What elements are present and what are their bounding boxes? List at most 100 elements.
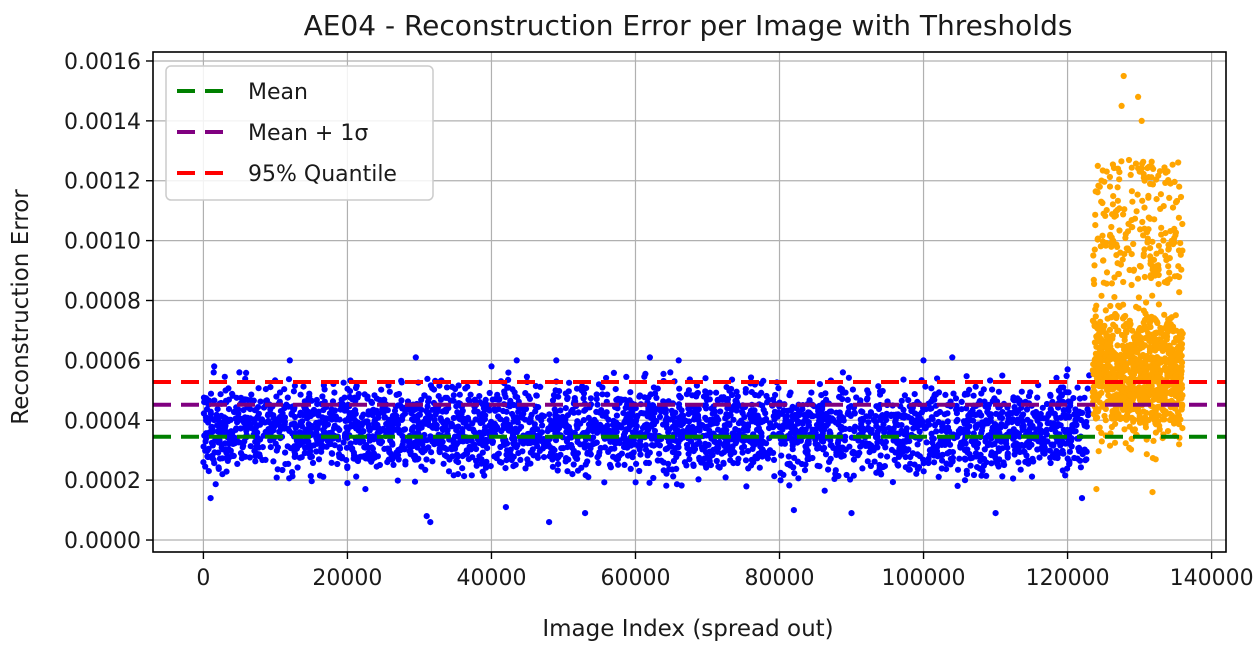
data-point (817, 415, 824, 422)
data-point (1119, 256, 1126, 263)
data-point (689, 392, 696, 399)
data-point (921, 425, 928, 432)
data-point (942, 391, 949, 398)
data-point (1008, 410, 1016, 417)
data-point (1166, 269, 1173, 276)
data-point (639, 424, 647, 431)
data-point (690, 461, 697, 468)
data-point (1099, 232, 1106, 239)
data-point (498, 459, 505, 466)
data-point (1129, 361, 1137, 368)
data-point (718, 428, 725, 435)
data-point (656, 450, 663, 457)
data-point (554, 455, 561, 462)
data-point (371, 392, 378, 399)
data-point (751, 442, 758, 449)
data-point (221, 414, 228, 421)
data-point (236, 369, 243, 376)
data-point (673, 422, 680, 429)
data-point (928, 398, 935, 405)
data-point (902, 445, 909, 452)
data-point (1106, 326, 1113, 333)
data-point (1108, 280, 1115, 287)
data-point (1151, 334, 1158, 342)
data-point (1135, 327, 1142, 334)
data-point (614, 455, 622, 463)
data-point (901, 392, 909, 399)
data-point (225, 396, 232, 403)
data-point (976, 465, 983, 472)
data-point (963, 373, 970, 380)
data-point (225, 385, 232, 392)
data-point (677, 394, 684, 401)
data-point (742, 389, 749, 396)
data-point (1134, 392, 1141, 399)
data-point (894, 439, 901, 446)
data-point (510, 463, 517, 470)
data-point (360, 428, 367, 435)
data-point (1167, 355, 1175, 362)
data-point (453, 457, 460, 464)
data-point (241, 414, 249, 421)
data-point (1066, 448, 1073, 455)
data-point (1151, 216, 1158, 223)
data-point (308, 478, 315, 485)
data-point (850, 472, 857, 479)
data-point (1006, 428, 1013, 435)
data-point (638, 409, 645, 417)
data-point (978, 390, 985, 397)
data-point (788, 418, 795, 425)
data-point (223, 468, 230, 475)
data-point (384, 459, 391, 466)
data-point (702, 414, 709, 421)
legend-label: Mean + 1σ (248, 121, 368, 146)
data-point (581, 407, 588, 414)
x-tick-label: 40000 (456, 566, 526, 591)
data-point (876, 461, 883, 469)
data-point (210, 369, 217, 376)
data-point (233, 437, 240, 444)
data-point (1098, 429, 1105, 436)
data-point (875, 405, 883, 413)
data-point (1148, 409, 1155, 416)
data-point (1049, 441, 1056, 448)
data-point (402, 458, 409, 465)
data-point (978, 421, 985, 428)
data-point (1114, 197, 1121, 204)
data-point (877, 470, 884, 477)
data-point (1116, 227, 1123, 234)
data-point (1043, 400, 1051, 408)
data-point (449, 383, 456, 390)
data-point (1160, 237, 1167, 244)
data-point (799, 429, 806, 436)
data-point (898, 427, 905, 434)
data-point (459, 426, 466, 433)
data-point (519, 448, 526, 455)
data-point (1149, 238, 1156, 245)
data-point (628, 442, 635, 449)
data-point (1145, 192, 1152, 199)
data-point (877, 414, 884, 421)
data-point (907, 453, 914, 461)
data-point (554, 467, 561, 474)
data-point (525, 393, 532, 400)
data-point (376, 461, 383, 469)
data-point (850, 456, 858, 463)
data-point (578, 387, 585, 394)
data-point (353, 473, 360, 480)
data-point (1173, 327, 1180, 334)
data-point (336, 444, 343, 451)
data-point (1121, 206, 1128, 213)
data-point (1118, 102, 1125, 109)
data-point (561, 422, 568, 429)
data-point (577, 420, 584, 427)
data-point (654, 385, 661, 392)
data-point (733, 388, 740, 395)
data-point (716, 464, 723, 471)
data-point (1010, 475, 1017, 482)
data-point (307, 444, 314, 451)
data-point (874, 430, 881, 437)
data-point (1109, 354, 1116, 361)
data-point (933, 428, 940, 435)
